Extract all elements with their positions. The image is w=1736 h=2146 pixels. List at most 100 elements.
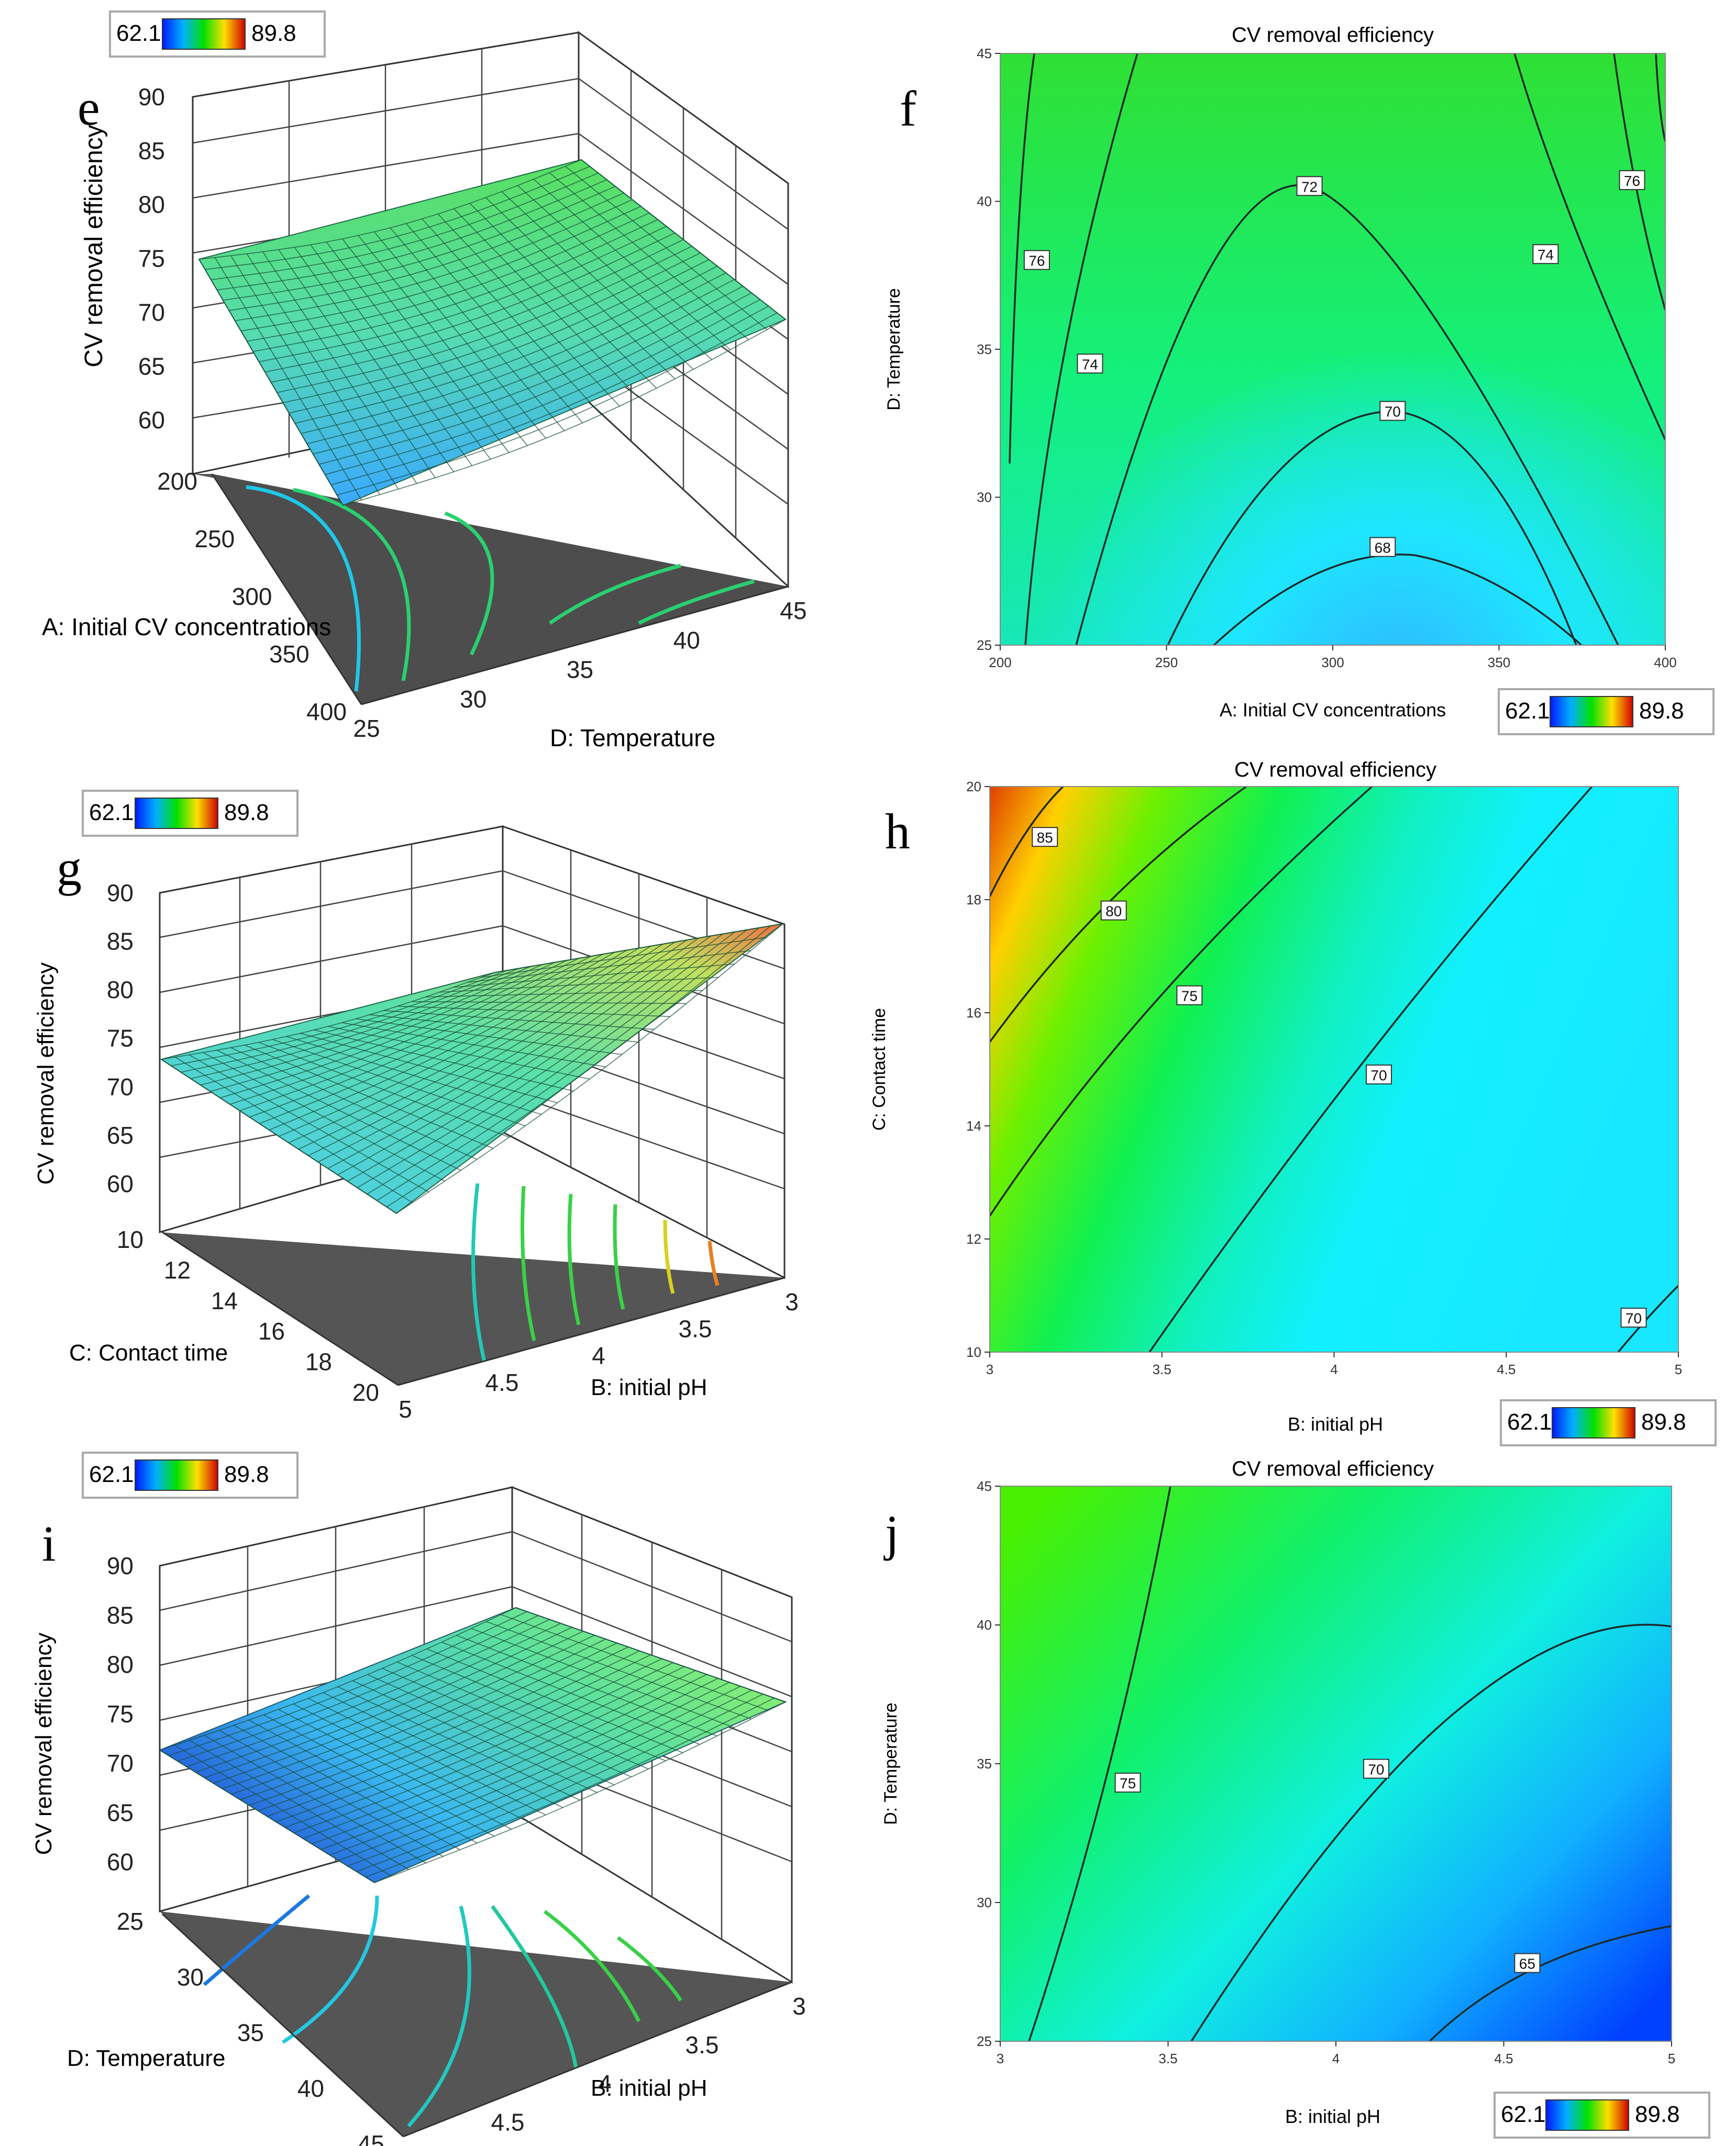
contour-plot-j: CV removal efficiency 75 70 65 3 3.5 4 4.5 5 25… <box>881 1457 1675 2127</box>
z-tick-label: 65 <box>107 1122 134 1149</box>
contour-plot-h: CV removal efficiency 85 80 75 70 70 3 3.5 4 4.… <box>869 758 1682 1435</box>
contour-value: 70 <box>1368 1762 1384 1778</box>
panel-label-e: e <box>78 80 100 136</box>
mesh-line <box>365 1697 775 1878</box>
colorbar-j: 62.1 89.8 <box>1494 2092 1710 2139</box>
x-axis-label: B: initial pH <box>1285 2106 1380 2127</box>
mesh-line <box>377 927 759 1201</box>
mesh-line <box>456 1635 717 1736</box>
axis-ticks: 60657075808590253035404554.543.53 <box>107 1552 806 2146</box>
y-tick-label: 3 <box>785 1288 799 1315</box>
x-tick-label: 4 <box>1332 2051 1340 2066</box>
x-tick-label: 45 <box>358 2130 384 2146</box>
floor <box>160 1232 784 1385</box>
mesh-line <box>501 1614 769 1711</box>
surface-mesh <box>161 923 783 1214</box>
x-tick-label: 35 <box>237 2019 264 2047</box>
z-tick-label: 70 <box>138 298 165 326</box>
x-tick-label: 3.5 <box>1153 1362 1171 1377</box>
x-tick-label: 350 <box>269 640 309 668</box>
surface-mesh <box>159 1607 786 1883</box>
mesh-line <box>486 1621 751 1720</box>
x-axis-label: D: Temperature <box>67 2045 225 2071</box>
mesh-line <box>337 312 778 496</box>
y-tick-label: 4.5 <box>491 2108 525 2136</box>
z-tick-label: 90 <box>107 1552 134 1579</box>
y-axis-label: B: initial pH <box>591 1375 707 1400</box>
floor-contour <box>521 1186 536 1341</box>
contour-level-label: 85 <box>1032 827 1058 847</box>
contour-value: 70 <box>1626 1310 1642 1326</box>
floor-contour <box>471 1183 486 1362</box>
floor-contour <box>203 1894 311 1986</box>
colorbar-e: 62.1 89.8 <box>109 10 326 58</box>
z-tick-label: 65 <box>138 352 165 380</box>
z-tick-label: 75 <box>138 245 165 272</box>
y-tick-label: 25 <box>977 637 992 653</box>
z-tick-label: 60 <box>107 1170 134 1197</box>
contour-value: 80 <box>1105 903 1122 920</box>
mesh-line <box>396 923 783 1214</box>
colorbar-min: 62.1 <box>89 800 134 825</box>
x-tick-label: 4.5 <box>1494 2051 1513 2066</box>
y-axis-label: D: Temperature <box>550 724 715 751</box>
y-tick-label: 40 <box>977 194 992 209</box>
floor-contour <box>548 563 681 625</box>
z-tick-label: 80 <box>138 191 165 218</box>
chart-title: CV removal efficiency <box>1232 24 1434 47</box>
contour-level-label: 70 <box>1379 401 1406 421</box>
surface-plot-e: 606570758085902002503003504002530354045 … <box>42 31 807 751</box>
y-tick-label: 16 <box>966 1005 981 1021</box>
y-tick-label: 4 <box>592 1342 605 1369</box>
floor <box>160 1911 792 2137</box>
mesh-line <box>325 299 760 475</box>
x-tick-label: 30 <box>177 1963 204 1990</box>
y-tick-label: 35 <box>567 656 593 683</box>
x-tick-label: 5 <box>1668 2051 1675 2066</box>
contour-level-label: 70 <box>1365 1064 1392 1085</box>
z-tick-label: 85 <box>107 1601 134 1629</box>
colorbar-max: 89.8 <box>251 20 296 46</box>
z-axis-label: CV removal efficiency <box>80 125 108 367</box>
z-tick-label: 80 <box>107 976 134 1003</box>
contour-value: 74 <box>1538 247 1554 263</box>
contour-level-label: 75 <box>1176 985 1203 1005</box>
mesh-line <box>565 165 768 330</box>
z-tick-label: 75 <box>107 1700 134 1728</box>
colorbar-f: 62.1 89.8 <box>1498 688 1715 735</box>
contour-level-label: 70 <box>1363 1758 1389 1779</box>
colorbar-max: 89.8 <box>1635 2101 1680 2127</box>
y-tick-label: 18 <box>966 892 981 908</box>
contour-level-label: 76 <box>1023 250 1050 270</box>
contour-level-label: 76 <box>1619 170 1645 190</box>
floor-contour <box>246 485 361 692</box>
contour-lines <box>989 786 1679 1353</box>
mesh-line <box>549 172 749 340</box>
x-tick-label: 400 <box>1654 655 1676 670</box>
x-tick-label: 4 <box>1330 1362 1337 1377</box>
y-tick-label: 3 <box>792 1993 806 2020</box>
y-tick-label: 30 <box>977 1895 992 1910</box>
colorbar-min: 62.1 <box>89 1462 134 1487</box>
y-tick-label: 3.5 <box>685 2031 719 2059</box>
colorbar-max: 89.8 <box>1641 1409 1686 1435</box>
x-axis-label: A: Initial CV concentrations <box>42 613 331 640</box>
mesh-line <box>467 950 751 983</box>
y-tick-label: 40 <box>977 1617 992 1633</box>
mesh-line <box>347 1689 752 1867</box>
x-tick-label: 10 <box>117 1226 143 1253</box>
chart-title: CV removal efficiency <box>1232 1457 1434 1480</box>
colorbar-min: 62.1 <box>116 20 161 46</box>
contour-level-label: 74 <box>1532 244 1559 264</box>
contour-labels: 76 74 72 70 68 74 76 <box>1000 53 1666 646</box>
contour-level-label: 70 <box>1620 1308 1647 1328</box>
x-tick-label: 5 <box>1675 1362 1682 1377</box>
x-tick-label: 25 <box>117 1908 143 1935</box>
floor-contour <box>543 1910 641 2022</box>
y-tick-label: 35 <box>977 341 992 357</box>
mesh-line <box>533 179 731 350</box>
x-tick-label: 12 <box>164 1256 191 1284</box>
axis-ticks: 60 65 70 75 80 85 90 10 12 14 16 18 20 5 4.5 4 3.5 3 <box>107 879 799 1423</box>
x-tick-label: 14 <box>211 1287 238 1314</box>
